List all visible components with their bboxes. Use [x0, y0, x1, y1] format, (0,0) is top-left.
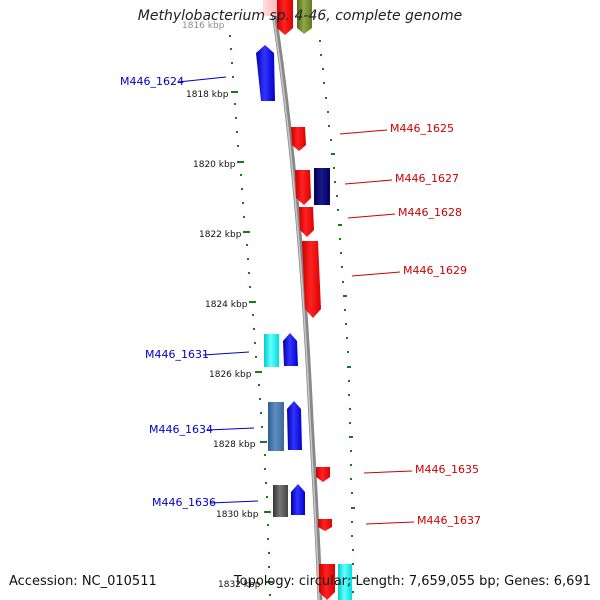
gene-feature-bottom-cyan[interactable]	[338, 564, 352, 600]
tick-label: 1826 kbp	[209, 370, 252, 380]
tick-label: 1830 kbp	[216, 510, 259, 520]
right-gene-labels	[339, 129, 415, 525]
left-gene-labels	[177, 76, 259, 504]
gene-M446_1628[interactable]	[299, 207, 314, 237]
tick-labels: 1818 kbp 1820 kbp 1822 kbp 1824 kbp 1826…	[186, 90, 261, 590]
gene-M446_1636-pair[interactable]	[291, 484, 305, 515]
gene-M446_1634[interactable]	[268, 402, 284, 451]
gene-M446_1637[interactable]	[318, 519, 332, 531]
tick-label: 1824 kbp	[205, 300, 248, 310]
gene-feature-top-pink[interactable]	[263, 0, 277, 16]
gene-label-left[interactable]: M446_1636	[152, 496, 216, 509]
gene-label-right[interactable]: M446_1637	[417, 514, 481, 527]
tick-label: 1822 kbp	[199, 230, 242, 240]
gene-label-right[interactable]: M446_1635	[415, 463, 479, 476]
gene-M446_1631-pair[interactable]	[283, 333, 298, 366]
gene-M446_1631[interactable]	[264, 334, 279, 367]
gene-feature-bottom-red[interactable]	[319, 564, 335, 600]
gene-M446_1627[interactable]	[295, 170, 311, 205]
tick-label: 1832 kbp	[218, 580, 261, 590]
gene-label-right[interactable]: M446_1627	[395, 172, 459, 185]
gene-M446_1624[interactable]	[256, 45, 275, 101]
genome-summary-text: Topology: circular; Length: 7,659,055 bp…	[233, 574, 591, 589]
gene-label-left[interactable]: M446_1631	[145, 348, 209, 361]
gene-M446_1625[interactable]	[291, 127, 306, 151]
gene-M446_1636[interactable]	[273, 485, 288, 517]
gene-feature-top-red[interactable]	[277, 0, 293, 35]
tick-label: 1820 kbp	[193, 160, 236, 170]
right-ruler	[319, 40, 356, 593]
gene-label-left[interactable]: M446_1634	[149, 423, 213, 436]
tick-label: 1818 kbp	[186, 90, 229, 100]
gene-label-right[interactable]: M446_1625	[390, 122, 454, 135]
left-ruler-ticks	[231, 91, 273, 583]
gene-M446_1634-pair[interactable]	[287, 401, 302, 450]
gene-M446_1635[interactable]	[316, 467, 330, 482]
gene-label-left[interactable]: M446_1624	[120, 75, 184, 88]
genome-backbone	[269, 0, 323, 600]
map-title: Methylobacterium sp. 4-46, complete geno…	[137, 8, 463, 24]
gene-label-right[interactable]: M446_1629	[403, 264, 467, 277]
faded-tick-label: 1816 kbp	[182, 21, 225, 31]
gene-label-right[interactable]: M446_1628	[398, 206, 462, 219]
gene-M446_1629[interactable]	[302, 241, 321, 318]
accession-text: Accession: NC_010511	[9, 574, 157, 589]
tick-label: 1828 kbp	[213, 440, 256, 450]
left-ruler	[229, 35, 271, 596]
gene-feature-top-olive[interactable]	[297, 0, 312, 34]
gene-M446_1627-pair[interactable]	[314, 168, 330, 205]
